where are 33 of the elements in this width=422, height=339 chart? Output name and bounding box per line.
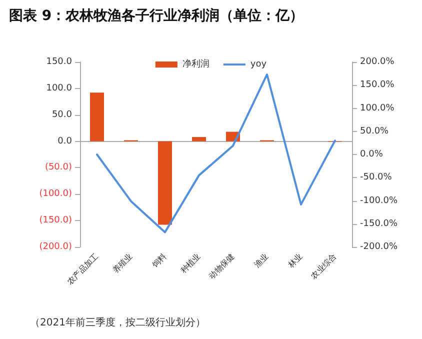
y-tick-label: (100.0)	[39, 189, 72, 200]
y2-tick-label: 200.0%	[360, 57, 395, 67]
y2-tick-label: -200.0%	[360, 242, 398, 252]
y2-tick-label: 150.0%	[360, 80, 395, 90]
y-tick-label: 150.0	[46, 57, 72, 67]
y2-tick-label: 0.0%	[360, 150, 384, 160]
y-tick-label: 50.0	[52, 110, 72, 120]
legend-label: 净利润	[182, 58, 210, 70]
text: （2021年前三季度，按二级行业划分）	[30, 316, 206, 328]
x-tick-label: 农业综合	[309, 252, 338, 281]
y-tick-label: (150.0)	[39, 216, 72, 226]
y-tick-label: (50.0)	[44, 162, 72, 173]
y2-tick-label: 50.0%	[360, 126, 390, 136]
y2-tick-label: -150.0%	[360, 218, 398, 229]
bar	[192, 137, 206, 142]
y2-tick-label: -100.0%	[360, 196, 398, 206]
bar	[158, 141, 172, 225]
x-tick-label: 渔业	[252, 252, 270, 270]
y2-tick-label: -50.0%	[360, 172, 392, 183]
legend-label: yoy	[250, 60, 268, 70]
x-tick-label: 饲料	[150, 252, 168, 270]
line-series	[96, 73, 336, 234]
y-tick-label: 100.0	[46, 83, 72, 94]
x-tick-label: 林业	[286, 252, 304, 270]
y2-tick-label: 100.0%	[360, 103, 395, 114]
x-tick-label: 动物保健	[207, 252, 236, 281]
x-tick-label: 种植业	[178, 252, 202, 276]
bar	[90, 92, 104, 142]
chart-title: 图表 9：农林牧渔各子行业净利润（单位：亿）	[9, 7, 304, 24]
y-tick-label: (200.0)	[39, 242, 72, 252]
x-tick-label: 养殖业	[110, 252, 134, 276]
y-tick-label: 0.0	[58, 136, 72, 146]
x-tick-label: 农产品加工	[66, 252, 100, 286]
